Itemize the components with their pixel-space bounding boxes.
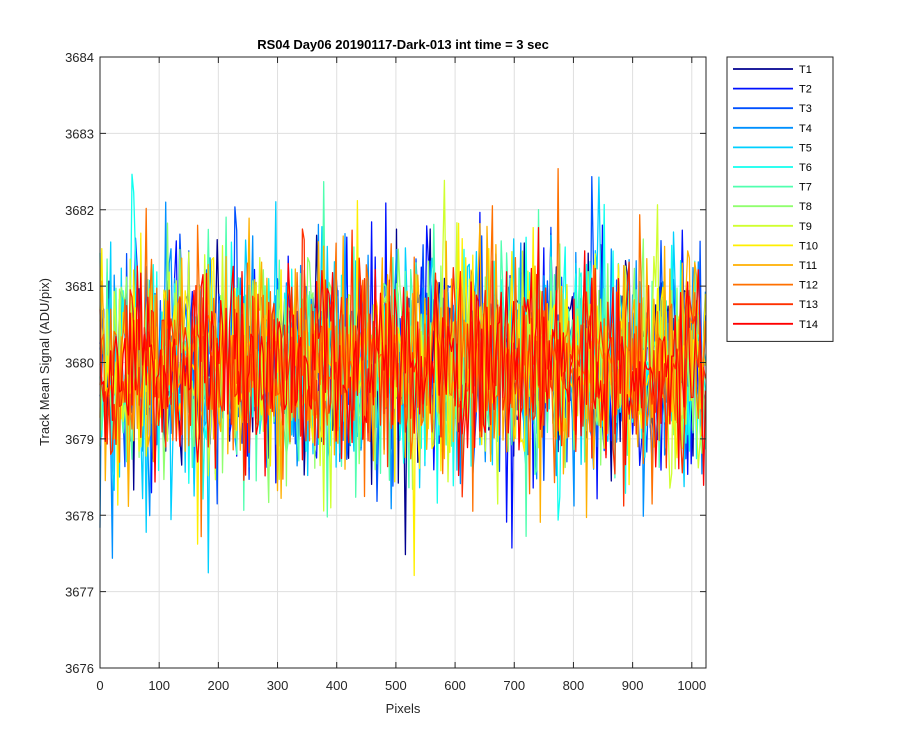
- tick-marks: [99, 56, 706, 669]
- y-axis-label: Track Mean Signal (ADU/pix): [37, 278, 52, 446]
- legend-label: T14: [799, 319, 818, 331]
- y-tick-label: 3677: [65, 585, 94, 600]
- legend-item: T1: [733, 64, 812, 76]
- x-tick-label: 400: [326, 678, 348, 693]
- legend-item: T7: [733, 182, 812, 194]
- legend-label: T3: [799, 103, 812, 115]
- x-tick-label: 800: [563, 678, 585, 693]
- legend-item: T11: [733, 260, 817, 272]
- y-tick-labels: 3676 3677 3678 3679 3680 3681 3682 3683 3684: [65, 50, 94, 676]
- legend-item: T2: [733, 84, 812, 96]
- chart-title: RS04 Day06 20190117-Dark-013 int time = …: [257, 37, 549, 52]
- legend-label: T4: [799, 123, 812, 135]
- legend-item: T6: [733, 162, 812, 174]
- y-tick-label: 3680: [65, 356, 94, 371]
- legend-label: T8: [799, 201, 812, 213]
- legend-item: T4: [733, 123, 812, 135]
- x-tick-label: 1000: [677, 678, 706, 693]
- legend-item: T5: [733, 142, 812, 154]
- series-line-t14: [99, 227, 707, 486]
- legend-label: T9: [799, 221, 812, 233]
- legend: T1 T2 T3 T4 T5 T6 T7 T8 T9 T10 T11 T12 T13 T14: [726, 56, 834, 342]
- legend-item: T13: [733, 299, 818, 311]
- x-tick-label: 0: [96, 678, 103, 693]
- legend-item: T9: [733, 221, 812, 233]
- legend-label: T6: [799, 162, 812, 174]
- x-tick-label: 700: [503, 678, 525, 693]
- legend-label: T7: [799, 182, 812, 194]
- x-tick-label: 200: [208, 678, 230, 693]
- legend-label: T11: [799, 260, 817, 272]
- x-tick-label: 600: [444, 678, 466, 693]
- x-tick-label: 100: [148, 678, 170, 693]
- legend-label: T5: [799, 142, 812, 154]
- y-tick-label: 3681: [65, 279, 94, 294]
- legend-box: [726, 56, 834, 342]
- y-tick-label: 3679: [65, 432, 94, 447]
- legend-item: T14: [733, 319, 818, 331]
- y-tick-label: 3678: [65, 508, 94, 523]
- x-axis-label: Pixels: [386, 701, 421, 716]
- legend-label: T13: [799, 299, 818, 311]
- y-tick-label: 3676: [65, 661, 94, 676]
- legend-item: T3: [733, 103, 812, 115]
- series-layer: [99, 167, 707, 577]
- x-tick-label: 500: [385, 678, 407, 693]
- x-tick-label: 300: [267, 678, 289, 693]
- legend-label: T12: [799, 280, 818, 292]
- legend-label: T10: [799, 240, 818, 252]
- legend-item: T8: [733, 201, 812, 213]
- legend-item: T10: [733, 240, 818, 252]
- y-tick-label: 3684: [65, 50, 94, 65]
- legend-label: T2: [799, 84, 812, 96]
- x-tick-label: 900: [622, 678, 644, 693]
- x-tick-labels: 0 100 200 300 400 500 600 700 800 900 1000: [96, 678, 706, 693]
- y-tick-label: 3683: [65, 126, 94, 141]
- legend-label: T1: [799, 64, 812, 76]
- y-tick-label: 3682: [65, 203, 94, 218]
- legend-item: T12: [733, 280, 818, 292]
